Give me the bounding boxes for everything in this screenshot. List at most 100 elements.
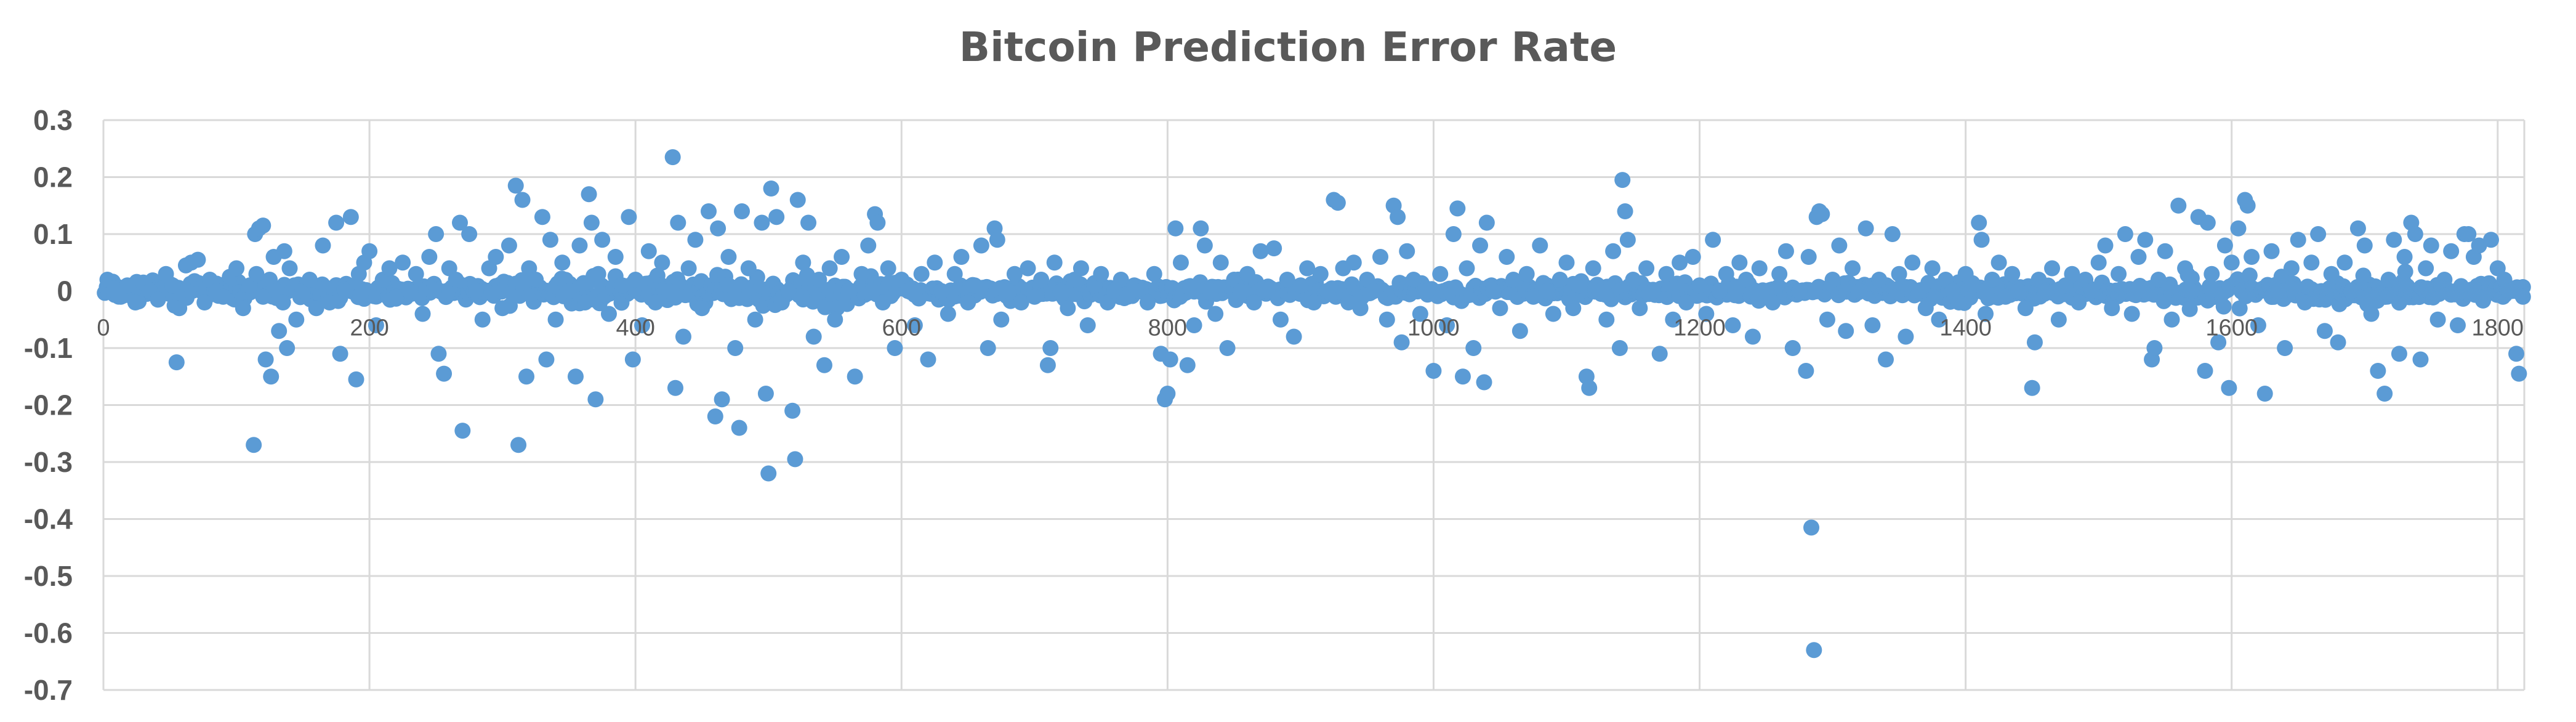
- data-point: [1814, 206, 1830, 222]
- data-point: [927, 254, 943, 271]
- data-point: [2283, 260, 2300, 277]
- data-point: [2244, 249, 2260, 265]
- y-tick-label: -0.2: [24, 389, 73, 421]
- data-point: [714, 391, 730, 408]
- data-point: [675, 328, 691, 345]
- data-point: [421, 249, 438, 265]
- data-point: [1800, 249, 1817, 265]
- data-point: [534, 209, 550, 225]
- data-point: [1973, 232, 1990, 248]
- data-point: [1558, 254, 1575, 271]
- data-point: [1445, 226, 1462, 242]
- data-point: [2412, 351, 2429, 368]
- data-point: [1572, 277, 1588, 294]
- data-point: [811, 272, 827, 288]
- data-point: [171, 300, 188, 317]
- data-point: [467, 283, 484, 299]
- data-point: [1399, 243, 1415, 259]
- data-point: [2231, 300, 2248, 317]
- data-point: [590, 266, 606, 282]
- data-point: [119, 277, 135, 294]
- data-point: [1476, 374, 1492, 391]
- data-point: [1366, 283, 1382, 299]
- data-point: [1033, 272, 1050, 288]
- data-point: [2396, 249, 2413, 265]
- data-point: [1638, 260, 1655, 277]
- data-point: [2050, 311, 2067, 328]
- data-point: [1345, 254, 1362, 271]
- data-point: [381, 260, 398, 277]
- data-point: [2083, 283, 2100, 299]
- data-point: [2181, 301, 2198, 317]
- data-point: [667, 379, 683, 396]
- data-point: [1246, 294, 1262, 310]
- data-point: [1525, 288, 1542, 305]
- data-point: [1924, 260, 1941, 277]
- data-point: [1771, 266, 1788, 282]
- data-point: [2221, 379, 2237, 396]
- data-point: [2137, 232, 2154, 248]
- data-point: [2343, 283, 2360, 299]
- data-point: [1379, 311, 1395, 328]
- data-point: [1006, 266, 1023, 282]
- data-point: [1658, 266, 1675, 282]
- data-point: [2064, 266, 2080, 282]
- data-point: [1718, 266, 1734, 282]
- data-point: [2386, 232, 2402, 248]
- data-point: [680, 260, 697, 277]
- y-tick-label: -0.3: [24, 446, 73, 478]
- y-tick-label: -0.4: [24, 503, 73, 535]
- data-point: [581, 186, 597, 203]
- data-point: [1738, 272, 1755, 288]
- data-point: [1432, 266, 1449, 282]
- data-point: [1207, 306, 1224, 322]
- data-point: [342, 209, 359, 225]
- x-tick-label: 0: [97, 315, 110, 341]
- data-point: [1632, 300, 1648, 317]
- data-point: [2482, 232, 2499, 248]
- data-point: [2323, 266, 2340, 282]
- data-point: [624, 351, 641, 368]
- data-point: [547, 311, 564, 328]
- data-point: [1312, 266, 1329, 282]
- data-point: [900, 283, 917, 299]
- data-point: [501, 237, 517, 254]
- data-point: [2097, 237, 2114, 254]
- data-point: [1252, 243, 1269, 259]
- data-point: [787, 451, 803, 468]
- data-point: [561, 283, 578, 299]
- data-point: [1465, 340, 1482, 356]
- data-point: [1046, 254, 1063, 271]
- data-point: [2239, 197, 2256, 214]
- x-tick-label: 1200: [1673, 315, 1726, 341]
- data-point: [538, 351, 555, 368]
- data-point: [275, 294, 291, 310]
- data-point: [664, 149, 681, 166]
- data-point: [1393, 334, 1410, 351]
- data-point: [2146, 340, 2163, 356]
- data-point: [1039, 357, 1056, 373]
- data-point: [1013, 294, 1029, 310]
- data-point: [1884, 226, 1901, 242]
- data-point: [1598, 311, 1615, 328]
- data-point: [168, 354, 185, 371]
- data-point: [906, 317, 923, 333]
- data-point: [973, 237, 989, 254]
- data-point: [780, 283, 797, 299]
- data-point: [1113, 272, 1129, 288]
- y-tick-label: -0.6: [24, 617, 73, 649]
- data-point: [2230, 220, 2247, 237]
- data-point: [2111, 266, 2127, 282]
- data-point: [2163, 311, 2180, 328]
- data-point: [368, 317, 384, 333]
- data-point: [1319, 283, 1335, 299]
- data-point: [461, 226, 478, 242]
- data-point: [827, 311, 843, 328]
- data-point: [1186, 317, 1202, 333]
- data-point: [1162, 351, 1178, 368]
- data-point: [661, 283, 677, 299]
- data-point: [1784, 340, 1801, 356]
- data-point: [1219, 340, 1236, 356]
- data-point: [1272, 311, 1289, 328]
- y-tick-label: -0.1: [24, 332, 73, 364]
